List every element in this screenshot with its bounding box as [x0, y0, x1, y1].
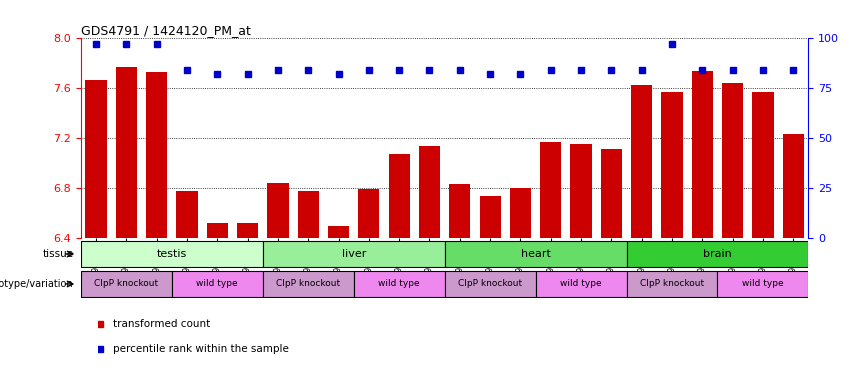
Bar — [146, 72, 168, 238]
Text: ClpP knockout: ClpP knockout — [458, 280, 523, 288]
Text: wild type: wild type — [379, 280, 420, 288]
Bar — [601, 149, 622, 238]
Bar — [172, 270, 263, 298]
Text: heart: heart — [521, 249, 551, 259]
Bar — [752, 92, 774, 238]
Bar — [354, 270, 444, 298]
Bar — [85, 79, 106, 238]
Text: wild type: wild type — [560, 280, 602, 288]
Text: liver: liver — [341, 249, 366, 259]
Bar — [358, 189, 380, 238]
Bar — [81, 270, 172, 298]
Bar — [298, 190, 319, 238]
Bar — [783, 134, 804, 238]
Bar — [237, 223, 258, 238]
Text: wild type: wild type — [742, 280, 784, 288]
Text: ClpP knockout: ClpP knockout — [277, 280, 340, 288]
Bar — [263, 240, 444, 268]
Bar — [328, 225, 349, 238]
Bar — [722, 83, 743, 238]
Bar — [81, 240, 263, 268]
Text: wild type: wild type — [197, 280, 238, 288]
Text: testis: testis — [157, 249, 187, 259]
Bar — [444, 270, 535, 298]
Bar — [626, 240, 808, 268]
Bar — [535, 270, 626, 298]
Bar — [207, 223, 228, 238]
Text: brain: brain — [703, 249, 732, 259]
Text: percentile rank within the sample: percentile rank within the sample — [112, 344, 288, 354]
Bar — [570, 144, 591, 238]
Bar — [661, 92, 683, 238]
Bar — [479, 195, 500, 238]
Text: ClpP knockout: ClpP knockout — [640, 280, 704, 288]
Bar — [692, 71, 713, 238]
Bar — [444, 240, 626, 268]
Bar — [419, 146, 440, 238]
Bar — [449, 184, 471, 238]
Bar — [116, 67, 137, 238]
Text: transformed count: transformed count — [112, 319, 210, 329]
Bar — [631, 84, 653, 238]
Bar — [389, 154, 410, 238]
Bar — [176, 190, 197, 238]
Text: genotype/variation: genotype/variation — [0, 279, 73, 289]
Text: ClpP knockout: ClpP knockout — [94, 280, 158, 288]
Text: GDS4791 / 1424120_PM_at: GDS4791 / 1424120_PM_at — [81, 24, 251, 37]
Bar — [717, 270, 808, 298]
Bar — [263, 270, 354, 298]
Bar — [540, 142, 562, 238]
Bar — [267, 183, 288, 238]
Bar — [626, 270, 717, 298]
Text: tissue: tissue — [43, 249, 73, 259]
Bar — [510, 188, 531, 238]
